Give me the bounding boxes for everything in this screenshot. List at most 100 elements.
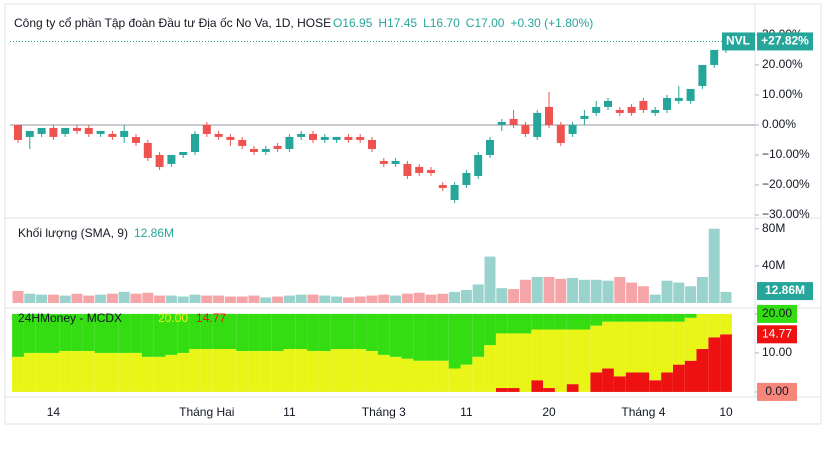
mcdx-bar [566, 313, 579, 330]
mcdx-bar [507, 313, 520, 334]
volume-bar [720, 291, 732, 303]
mcdx-bar [460, 313, 473, 365]
volume-bar [307, 294, 319, 303]
candle-body [49, 127, 58, 137]
ohlc-value: L16.70 [423, 16, 460, 30]
mcdx-bar [153, 356, 166, 392]
volume-bar [590, 279, 602, 303]
candle-body [403, 163, 412, 176]
mcdx-bar [484, 313, 496, 346]
volume-bar [649, 294, 661, 303]
volume-bar [118, 291, 130, 303]
mcdx-bar [413, 313, 426, 361]
candle-body [427, 169, 435, 173]
mcdx-bar [23, 313, 36, 353]
mcdx-bar [401, 313, 414, 359]
symbol-label: NVL [726, 34, 750, 48]
mcdx-bar [165, 354, 178, 392]
y-tick-label: 80M [762, 221, 785, 235]
volume-bar [236, 296, 248, 303]
mcdx-bar [566, 329, 579, 385]
ohlc-value: +0.30 (+1.80%) [510, 16, 593, 30]
mcdx-bar [484, 345, 496, 392]
volume-bar [378, 294, 390, 303]
mcdx-bar [672, 313, 685, 322]
candle-body [73, 127, 81, 131]
mcdx-bar [543, 313, 555, 330]
mcdx-bar [448, 368, 461, 392]
candle-body [167, 154, 176, 164]
mcdx-bar [35, 352, 48, 392]
volume-bar [47, 294, 59, 303]
candle-body [391, 160, 400, 164]
volume-bar [508, 289, 520, 303]
ohlc-value: O16.95 [333, 16, 373, 30]
mcdx-bar [684, 317, 697, 361]
mcdx-bar [413, 360, 426, 392]
volume-bar [36, 294, 48, 303]
mcdx-bar [224, 349, 237, 392]
volume-bar [696, 277, 708, 303]
volume-bar [673, 282, 685, 303]
volume-bar [661, 280, 673, 303]
mcdx-bar [613, 376, 626, 392]
mcdx-bar [625, 372, 638, 392]
mcdx-bar [212, 349, 225, 392]
pane-title: Khối lượng (SMA, 9) [18, 226, 128, 240]
volume-bar [449, 291, 461, 303]
volume-bar [366, 295, 378, 303]
value-tag [757, 382, 797, 401]
mcdx-bar [661, 321, 673, 373]
candle-body [368, 139, 376, 149]
candle-body [568, 124, 577, 134]
mcdx-bar [295, 313, 308, 350]
candle-body [344, 136, 353, 140]
candle-body [143, 142, 152, 158]
mcdx-bar [637, 372, 650, 392]
mcdx-bar [495, 388, 508, 392]
mcdx-bar [637, 321, 650, 373]
sma-label: 12.86M [134, 226, 174, 240]
volume-bar [154, 295, 166, 303]
candle-body [285, 136, 294, 149]
candle-body [309, 133, 317, 140]
mcdx-bar [613, 313, 626, 322]
y-tick-label: 40M [762, 258, 785, 272]
mcdx-bar [649, 313, 662, 322]
volume-bar [142, 292, 154, 303]
mcdx-bar [330, 313, 343, 350]
mcdx-bar [377, 354, 390, 392]
volume-bar [531, 277, 543, 303]
mcdx-bar [495, 333, 508, 389]
volume-bar [708, 228, 720, 303]
x-tick-label: Tháng Hai [179, 405, 234, 419]
value-tag [757, 325, 797, 344]
mcdx-bar [401, 358, 414, 392]
volume-bar [614, 277, 626, 303]
mcdx-bar [389, 313, 402, 357]
volume-bar [106, 293, 118, 303]
x-tick-label: 14 [47, 405, 61, 419]
mcdx-bar [672, 364, 685, 392]
candle-body [509, 118, 518, 125]
volume-bar [342, 297, 354, 303]
mcdx-bar [696, 349, 709, 392]
candle-body [698, 64, 707, 86]
candle-body [155, 154, 164, 167]
candle-body [686, 88, 695, 101]
candle-body [179, 151, 188, 155]
volume-bar [71, 293, 83, 303]
mcdx-bar [637, 313, 650, 322]
candle-body [592, 106, 601, 113]
value-tag-label: 14.77 [762, 326, 792, 340]
mcdx-bar [141, 313, 154, 357]
y-tick-label: 10.00% [762, 87, 803, 101]
mcdx-bar [271, 350, 284, 392]
candle-body [320, 136, 329, 140]
volume-bar [319, 295, 331, 303]
mcdx-bar [377, 313, 390, 355]
mcdx-bar [425, 360, 437, 392]
mcdx-bar [236, 350, 249, 392]
mcdx-bar [318, 350, 331, 392]
y-tick-label: 10.00 [762, 345, 792, 359]
